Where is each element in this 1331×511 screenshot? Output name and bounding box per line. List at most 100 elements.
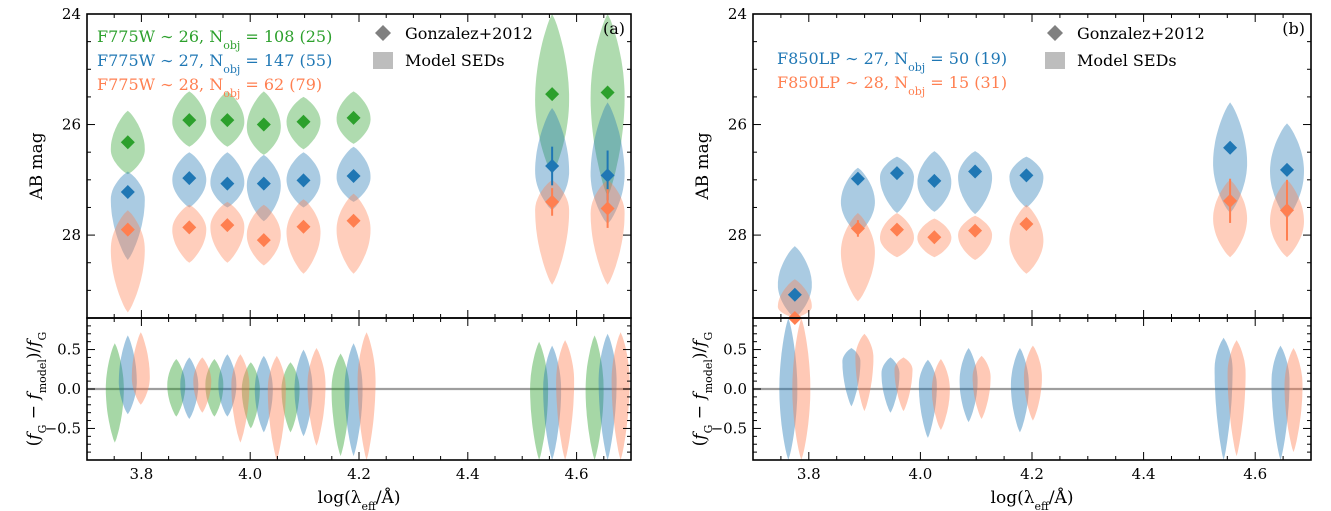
model-violin bbox=[590, 179, 625, 285]
model-violin bbox=[110, 210, 145, 313]
residual-violin bbox=[1271, 345, 1290, 460]
gonzalez-point bbox=[1223, 140, 1238, 155]
model-violin bbox=[1009, 204, 1044, 274]
gonzalez-point bbox=[182, 171, 197, 186]
x-axis-label: log(λeff/Å) bbox=[991, 487, 1074, 511]
legend-model-marker bbox=[1045, 52, 1065, 69]
model-violin bbox=[286, 199, 321, 274]
top-y-tick-label: 28 bbox=[728, 226, 747, 244]
model-violin bbox=[840, 213, 875, 302]
residual-violin bbox=[344, 343, 363, 457]
gonzalez-point bbox=[968, 164, 983, 179]
gonzalez-point bbox=[1280, 203, 1295, 218]
top-y-axis-label: AB mag bbox=[27, 132, 47, 200]
residual-violin bbox=[881, 357, 900, 413]
residual-violin bbox=[556, 340, 575, 460]
residual-violin bbox=[918, 359, 937, 438]
bottom-y-axis-label: (fG − fmodel)/fG bbox=[24, 332, 49, 447]
x-tick-label: 4.6 bbox=[1243, 465, 1267, 483]
gonzalez-point bbox=[1019, 168, 1034, 183]
gonzalez-point bbox=[120, 135, 135, 150]
model-violin bbox=[958, 215, 993, 260]
residual-violin bbox=[294, 349, 313, 437]
x-tick-label: 4.4 bbox=[456, 465, 480, 483]
residual-violin bbox=[180, 357, 199, 419]
residual-violin bbox=[611, 332, 630, 460]
gonzalez-point bbox=[927, 230, 942, 245]
bottom-y-tick-label: 0.5 bbox=[723, 341, 747, 359]
residual-violin bbox=[105, 343, 124, 443]
series-legend-label: F775W ∼ 26, Nobj = 108 (25) bbox=[97, 27, 332, 52]
residual-violin bbox=[972, 355, 991, 419]
bottom-y-tick-label: 0.0 bbox=[723, 380, 747, 398]
gonzalez-point bbox=[120, 222, 135, 237]
gonzalez-point bbox=[787, 287, 802, 302]
model-violin bbox=[958, 151, 993, 215]
gonzalez-point bbox=[220, 218, 235, 233]
top-y-tick-label: 26 bbox=[728, 116, 747, 134]
gonzalez-point bbox=[545, 87, 560, 102]
residual-violin bbox=[530, 341, 549, 460]
residual-violin bbox=[598, 333, 617, 460]
residual-violin bbox=[267, 355, 286, 460]
gonzalez-point bbox=[296, 219, 311, 234]
gonzalez-point bbox=[545, 194, 560, 209]
top-y-tick-label: 28 bbox=[62, 226, 81, 244]
residual-violin bbox=[842, 348, 861, 407]
residual-violin bbox=[959, 348, 978, 423]
x-tick-label: 3.8 bbox=[129, 465, 153, 483]
gonzalez-point bbox=[256, 117, 271, 132]
residual-violin bbox=[585, 335, 604, 460]
gonzalez-point bbox=[120, 184, 135, 199]
residual-violin bbox=[1010, 348, 1029, 433]
residual-violin bbox=[241, 362, 260, 429]
gonzalez-point bbox=[346, 168, 361, 183]
gonzalez-point bbox=[1223, 193, 1238, 208]
gonzalez-point bbox=[889, 222, 904, 237]
residual-violin bbox=[167, 359, 186, 417]
legend-diamond-marker bbox=[375, 25, 391, 41]
model-violin bbox=[210, 201, 245, 263]
model-violin bbox=[535, 179, 570, 285]
x-axis-label: log(λeff/Å) bbox=[318, 487, 401, 511]
residual-violin bbox=[307, 348, 326, 446]
plot-area bbox=[87, 14, 631, 460]
series-2 bbox=[110, 179, 630, 460]
gonzalez-point bbox=[1280, 162, 1295, 177]
x-tick-label: 3.8 bbox=[797, 465, 821, 483]
gonzalez-point bbox=[850, 221, 865, 236]
residual-violin bbox=[855, 333, 874, 412]
panel-label: (b) bbox=[1282, 19, 1305, 38]
gonzalez-point bbox=[182, 113, 197, 128]
gonzalez-point bbox=[545, 159, 560, 173]
top-y-axis-label: AB mag bbox=[693, 132, 713, 200]
gonzalez-point bbox=[968, 223, 983, 238]
series-0 bbox=[777, 102, 1304, 460]
residual-violin bbox=[231, 354, 250, 443]
residual-violin bbox=[331, 353, 350, 457]
x-tick-label: 4.0 bbox=[908, 465, 932, 483]
residual-violin bbox=[281, 362, 300, 433]
gonzalez-point bbox=[256, 233, 271, 248]
legend-gonzalez-label: Gonzalez+2012 bbox=[405, 24, 533, 43]
residual-violin bbox=[357, 332, 376, 460]
bottom-y-tick-label: 0.5 bbox=[57, 341, 81, 359]
residual-violin bbox=[254, 355, 273, 433]
legend-model-marker bbox=[373, 52, 393, 69]
top-y-tick-label: 26 bbox=[62, 116, 81, 134]
series-legend-label: F850LP ∼ 28, Nobj = 15 (31) bbox=[777, 73, 1007, 98]
residual-violin bbox=[1214, 337, 1233, 460]
residual-violin bbox=[1227, 340, 1246, 457]
gonzalez-point bbox=[600, 168, 615, 183]
x-tick-label: 4.4 bbox=[1132, 465, 1156, 483]
gonzalez-point bbox=[850, 171, 865, 186]
gonzalez-point bbox=[889, 166, 904, 181]
gonzalez-point bbox=[600, 85, 615, 100]
gonzalez-point bbox=[182, 220, 197, 235]
x-tick-label: 4.6 bbox=[565, 465, 589, 483]
gonzalez-point bbox=[296, 173, 311, 188]
bottom-y-tick-label: −0.5 bbox=[45, 419, 81, 437]
gonzalez-point bbox=[1019, 217, 1034, 232]
model-violin bbox=[110, 171, 145, 260]
